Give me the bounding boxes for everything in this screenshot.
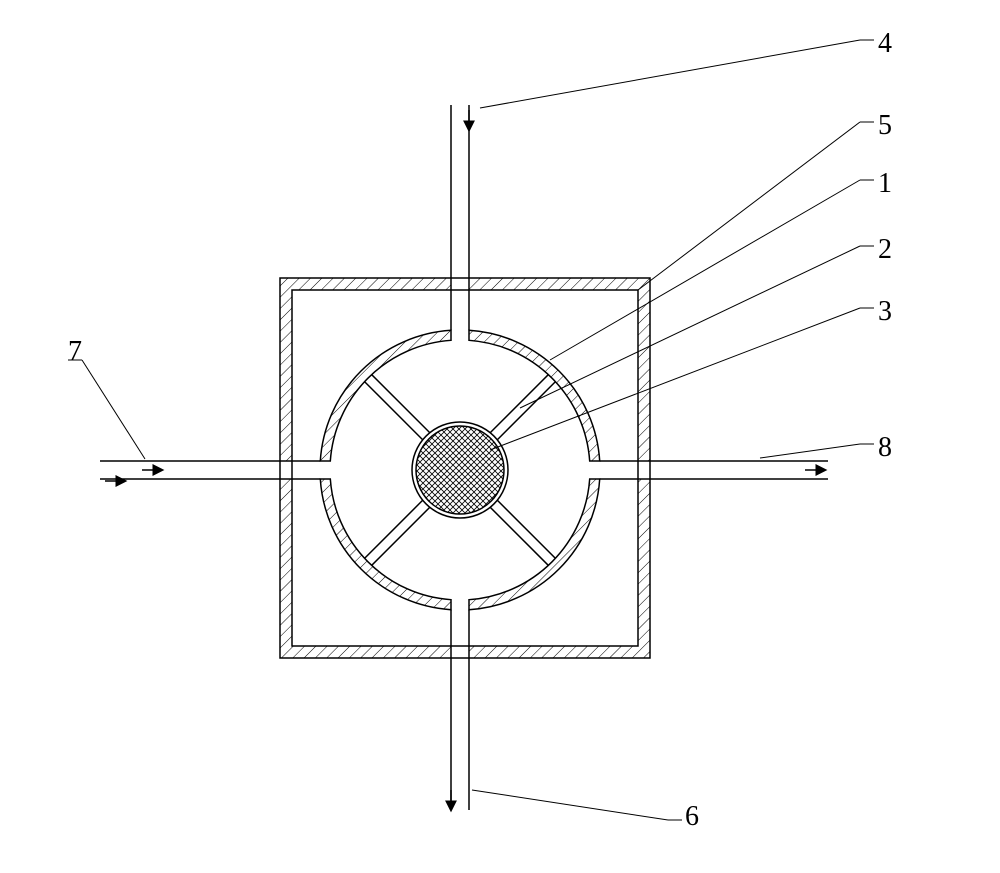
label-8: 8 bbox=[878, 432, 892, 463]
leader-6 bbox=[472, 790, 668, 820]
label-6: 6 bbox=[685, 801, 699, 832]
label-7: 7 bbox=[68, 336, 82, 367]
spoke-line bbox=[490, 375, 548, 433]
leader-5 bbox=[638, 122, 860, 290]
leader-3 bbox=[490, 308, 860, 450]
leader-4 bbox=[480, 40, 860, 108]
spoke-line bbox=[372, 507, 430, 565]
spoke-line bbox=[365, 500, 423, 558]
spoke-line bbox=[372, 375, 430, 433]
spoke-line bbox=[490, 507, 548, 565]
diagram-canvas: 4 5 1 2 3 8 7 6 bbox=[0, 0, 1000, 873]
label-2: 2 bbox=[878, 234, 892, 265]
label-3: 3 bbox=[878, 296, 892, 327]
label-4: 4 bbox=[878, 28, 892, 59]
label-5: 5 bbox=[878, 110, 892, 141]
spoke-line bbox=[365, 382, 423, 440]
spoke-line bbox=[497, 500, 555, 558]
label-1: 1 bbox=[878, 168, 892, 199]
leader-1 bbox=[550, 180, 860, 360]
leader-7 bbox=[82, 360, 145, 459]
leader-2 bbox=[520, 246, 860, 408]
inner-core bbox=[416, 426, 504, 514]
technical-diagram: 4 5 1 2 3 8 7 6 bbox=[0, 0, 1000, 873]
geometry-group bbox=[100, 105, 828, 810]
spoke-line bbox=[497, 382, 555, 440]
leader-8 bbox=[760, 444, 860, 458]
